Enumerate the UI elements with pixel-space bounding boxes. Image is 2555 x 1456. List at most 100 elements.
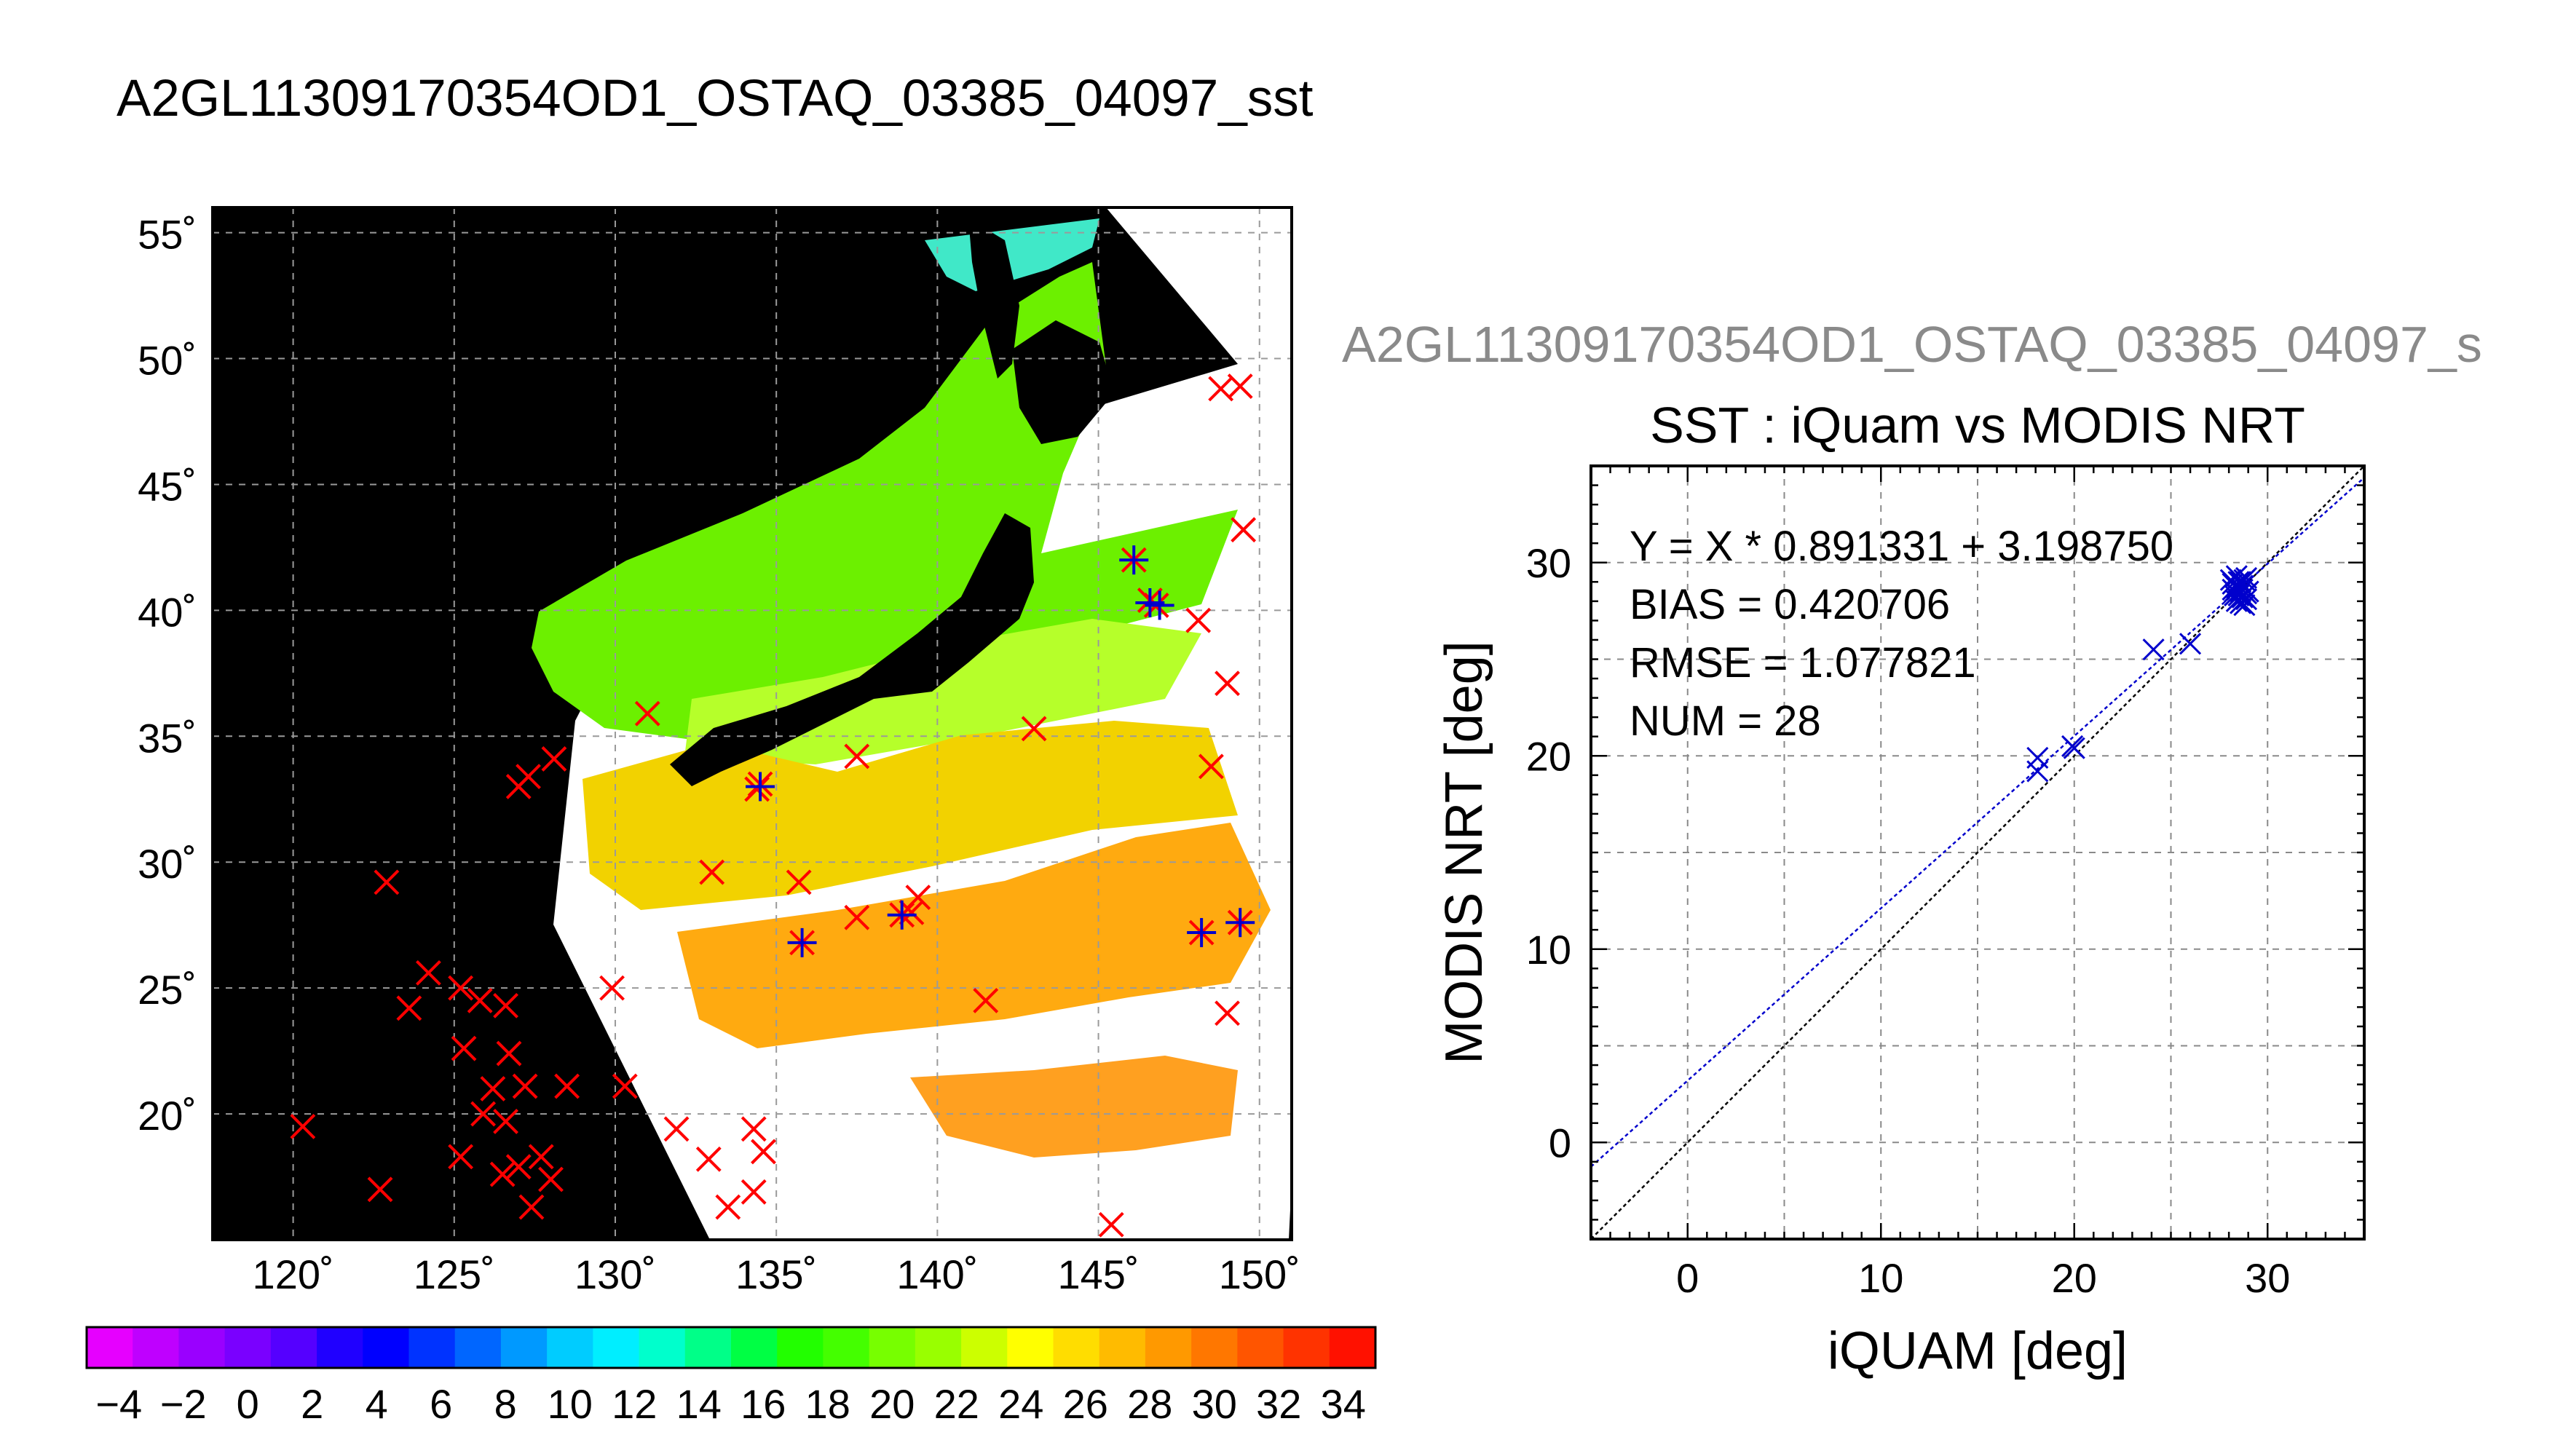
scatter-y-tick-label: 0: [1549, 1120, 1571, 1166]
matchup-point-marker: [887, 900, 917, 930]
iquam-point-marker: [899, 899, 925, 925]
sst-orange-region: [677, 823, 1271, 1048]
japan-land: [670, 513, 1034, 786]
colorbar-tick-label: 30: [1192, 1381, 1237, 1427]
colorbar-swatch: [915, 1327, 962, 1368]
iquam-point-marker: [844, 743, 870, 769]
colorbar-tick-label: 10: [548, 1381, 593, 1427]
sst-yellow-region: [583, 721, 1238, 910]
colorbar-swatch: [87, 1327, 133, 1368]
scatter-stat-annotation: BIAS = 0.420706: [1630, 581, 1950, 628]
colorbar-swatch: [823, 1327, 870, 1368]
iquam-point-marker: [467, 988, 493, 1013]
iquam-point-marker: [844, 904, 870, 930]
colorbar-swatch: [133, 1327, 180, 1368]
page-title: A2GL11309170354OD1_OSTAQ_03385_04097_sst: [117, 70, 1314, 127]
iquam-point-marker: [554, 1073, 580, 1099]
regression-fit-line: [1591, 477, 2364, 1168]
scatter-point: [2230, 592, 2252, 614]
iquam-point-marker: [1215, 1000, 1240, 1026]
scatter-point: [2142, 638, 2165, 661]
colorbar-frame: [85, 1326, 1377, 1369]
colorbar-swatch: [454, 1327, 502, 1368]
map-lon-tick-label: 135˚: [735, 1251, 817, 1297]
iquam-point-marker: [1185, 607, 1212, 633]
colorbar-swatch: [684, 1327, 732, 1368]
colorbar-tick-label: 8: [494, 1381, 517, 1427]
scatter-xlabel: iQUAM [deg]: [1828, 1322, 2128, 1380]
colorbar-swatch: [1099, 1327, 1146, 1368]
scatter-stat-annotation: Y = X * 0.891331 + 3.198750: [1630, 523, 2173, 570]
colorbar-tick-label: 26: [1063, 1381, 1108, 1427]
scatter-point: [2179, 633, 2202, 655]
iquam-point-marker: [634, 700, 660, 727]
hokkaido-land: [1012, 320, 1114, 444]
map-lat-tick-label: 25˚: [138, 967, 197, 1013]
iquam-point-marker: [448, 1144, 474, 1170]
iquam-point-marker: [493, 992, 518, 1018]
iquam-point-marker: [415, 960, 441, 986]
iquam-point-marker: [396, 995, 422, 1021]
scatter-stat-annotation: RMSE = 1.077821: [1630, 639, 1976, 687]
iquam-point-marker: [516, 764, 541, 790]
iquam-point-marker: [448, 975, 474, 1001]
colorbar-swatch: [363, 1327, 410, 1368]
colorbar-tick-label: 20: [869, 1381, 915, 1427]
iquam-point-marker: [528, 1144, 554, 1170]
iquam-point-marker: [973, 988, 999, 1013]
colorbar-tick-label: 18: [805, 1381, 850, 1427]
colorbar-tick-label: 22: [934, 1381, 979, 1427]
map-lon-tick-label: 130˚: [574, 1251, 656, 1297]
iquam-point-marker: [518, 1194, 545, 1220]
colorbar-tick-label: −2: [160, 1381, 207, 1427]
iquam-point-marker: [699, 859, 725, 885]
colorbar-swatch: [731, 1327, 778, 1368]
iquam-point-marker: [741, 1179, 767, 1205]
map-lon-tick-label: 145˚: [1058, 1251, 1140, 1297]
map-frame: [211, 206, 1293, 1241]
colorbar-tick-label: 16: [741, 1381, 786, 1427]
map-lat-tick-label: 50˚: [138, 338, 197, 384]
map-lon-tick-label: 125˚: [414, 1251, 495, 1297]
map-lat-tick-label: 40˚: [138, 589, 197, 635]
colorbar-swatch: [270, 1327, 317, 1368]
iquam-point-marker: [695, 1146, 722, 1172]
sst-map-chart: 55˚ 50˚ 45˚ 40˚ 35˚ 30˚ 25˚ 20˚ 120˚ 125˚ 130˚ 135…: [138, 206, 1300, 1297]
matchup-point-marker: [1145, 590, 1174, 620]
colorbar-tick-label: 32: [1256, 1381, 1301, 1427]
iquam-point-marker: [599, 975, 625, 1001]
scatter-y-tick-label: 30: [1526, 540, 1571, 586]
colorbar-swatch: [1053, 1327, 1100, 1368]
colorbar-swatch: [178, 1327, 226, 1368]
scatter-x-tick-label: 30: [2245, 1255, 2290, 1301]
map-lon-tick-label: 140˚: [896, 1251, 978, 1297]
matchup-point-marker: [787, 927, 817, 957]
colorbar-tick-label: 12: [612, 1381, 657, 1427]
iquam-point-marker: [512, 1073, 538, 1099]
sst-scatter-chart: A2GL11309170354OD1_OSTAQ_03385_04097_s S…: [1342, 316, 2482, 1380]
colorbar-swatch: [317, 1327, 363, 1368]
map-lat-tick-label: 35˚: [138, 715, 197, 761]
iquam-point-marker: [1021, 716, 1047, 742]
iquam-point-marker: [496, 1040, 522, 1067]
map-lat-tick-label: 30˚: [138, 841, 197, 887]
scatter-y-tick-label: 20: [1526, 733, 1571, 779]
matchup-point-marker: [1225, 908, 1255, 938]
map-lat-tick-label: 55˚: [138, 212, 197, 258]
scatter-point: [2231, 578, 2254, 601]
scatter-super-title: A2GL11309170354OD1_OSTAQ_03385_04097_s: [1342, 316, 2482, 373]
matchup-point-marker: [746, 772, 775, 802]
iquam-point-marker: [1098, 1211, 1124, 1238]
colorbar-swatch: [593, 1327, 640, 1368]
scatter-point: [2063, 737, 2085, 759]
colorbar-tick-label: 14: [676, 1381, 722, 1427]
colorbar-swatch: [639, 1327, 686, 1368]
scatter-x-tick-label: 10: [1858, 1255, 1903, 1301]
colorbar-swatch: [1283, 1327, 1330, 1368]
colorbar-tick-label: −4: [95, 1381, 142, 1427]
colorbar-swatch: [869, 1327, 916, 1368]
colorbar-swatch: [1329, 1327, 1376, 1368]
scatter-stat-annotation: NUM = 28: [1630, 697, 1821, 745]
map-lon-tick-label: 150˚: [1219, 1251, 1300, 1297]
colorbar-swatch: [777, 1327, 824, 1368]
